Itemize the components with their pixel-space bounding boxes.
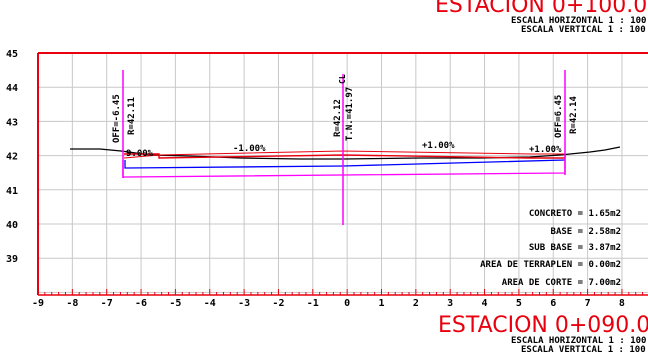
y-tick-label: 42 bbox=[6, 152, 18, 163]
y-tick-label: 43 bbox=[6, 117, 18, 128]
x-tick-label: 2 bbox=[413, 298, 419, 309]
area-row-corte: AREA DE CORTE = 7.00m2 bbox=[502, 278, 621, 288]
x-tick-label: -6 bbox=[135, 298, 147, 309]
x-tick-label: 1 bbox=[378, 298, 384, 309]
y-tick-label: 40 bbox=[6, 220, 18, 231]
x-tick-label: 6 bbox=[550, 298, 556, 309]
x-tick-label: 8 bbox=[619, 298, 625, 309]
area-row-terraplen: AREA DE TERRAPLEN = 0.00m2 bbox=[480, 260, 621, 270]
y-tick-label: 45 bbox=[6, 49, 18, 60]
x-tick-label: -5 bbox=[169, 298, 181, 309]
right-offset-label: OFF=6.45 bbox=[554, 95, 564, 138]
x-tick-label: -7 bbox=[101, 298, 113, 309]
slope-left-small-label: 9.00% bbox=[126, 149, 154, 159]
station-title-bottom: ESTACION 0+090.00 bbox=[438, 313, 648, 338]
centerline-symbol: CL bbox=[338, 74, 347, 84]
area-table: CONCRETO = 1.65m2 BASE = 2.58m2 SUB BASE… bbox=[480, 209, 621, 288]
x-tick-label: 3 bbox=[447, 298, 453, 309]
x-tick-label: -8 bbox=[66, 298, 78, 309]
x-tick-label: 7 bbox=[585, 298, 591, 309]
area-row-concreto: CONCRETO = 1.65m2 bbox=[529, 209, 621, 219]
y-tick-label: 44 bbox=[6, 83, 18, 94]
scale-horizontal-bottom: ESCALA HORIZONTAL 1 : 100 bbox=[511, 336, 646, 346]
base-layer bbox=[124, 159, 566, 169]
center-terrain-label: T.N.=41.97 bbox=[345, 87, 355, 141]
x-tick-label: 0 bbox=[344, 298, 350, 309]
slope-left-label: -1.00% bbox=[233, 144, 266, 154]
area-row-base: BASE = 2.58m2 bbox=[551, 227, 621, 237]
subbase-layer bbox=[122, 160, 566, 178]
y-axis-labels: 45 44 43 42 41 40 39 bbox=[6, 49, 18, 265]
slope-right-small-label: +1.00% bbox=[529, 145, 562, 155]
terrain-line bbox=[70, 146, 621, 160]
center-elevation-label: R=42.12 bbox=[333, 99, 343, 137]
right-elevation-label: R=42.14 bbox=[569, 95, 579, 134]
x-tick-label: -1 bbox=[307, 298, 319, 309]
left-offset-label: OFF=-6.45 bbox=[112, 94, 122, 143]
x-axis-labels: -9 -8 -7 -6 -5 -4 -3 -2 -1 0 1 2 3 4 5 6 7 8 bbox=[32, 298, 625, 309]
left-elevation-label: R=42.11 bbox=[127, 97, 137, 135]
scale-horizontal-top: ESCALA HORIZONTAL 1 : 100 bbox=[511, 16, 646, 26]
x-tick-label: -4 bbox=[204, 298, 216, 309]
y-tick-label: 39 bbox=[6, 254, 18, 265]
x-tick-label: 4 bbox=[482, 298, 488, 309]
x-tick-label: -2 bbox=[272, 298, 284, 309]
bottom-ruler-ticks bbox=[37, 289, 644, 295]
x-tick-label: 5 bbox=[516, 298, 522, 309]
scale-vertical-top: ESCALA VERTICAL 1 : 100 bbox=[521, 25, 646, 35]
area-row-subbase: SUB BASE = 3.87m2 bbox=[529, 243, 621, 253]
station-title-top: ESTACION 0+100.00 bbox=[435, 0, 648, 18]
x-tick-label: -3 bbox=[238, 298, 250, 309]
scale-vertical-bottom: ESCALA VERTICAL 1 : 100 bbox=[521, 345, 646, 355]
x-tick-label: -9 bbox=[32, 298, 44, 309]
slope-right-label: +1.00% bbox=[422, 141, 455, 151]
y-tick-label: 41 bbox=[6, 186, 18, 197]
